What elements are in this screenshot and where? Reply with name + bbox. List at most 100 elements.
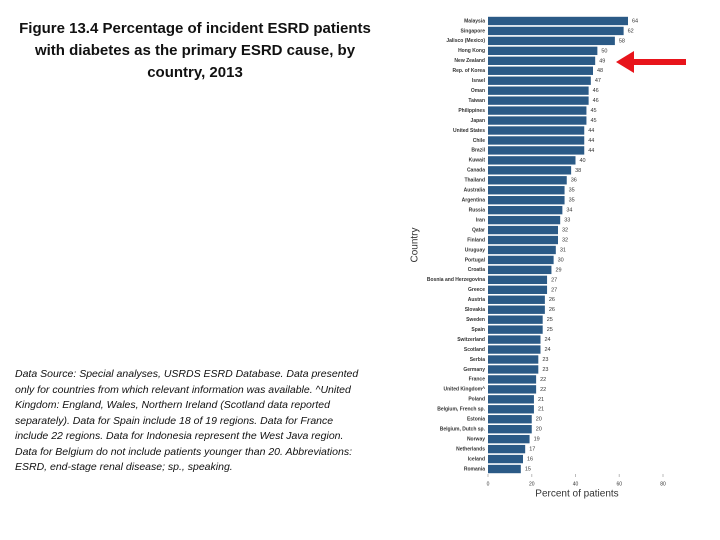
bar	[488, 365, 539, 374]
bar	[488, 16, 628, 26]
data-label: 45	[590, 108, 596, 114]
data-label: 22	[540, 387, 546, 393]
y-tick-label: Oman	[471, 88, 485, 94]
data-label: 26	[549, 297, 555, 303]
bar	[488, 46, 598, 56]
bar	[488, 265, 552, 275]
data-label: 32	[562, 228, 568, 234]
x-tick-label: 20	[529, 481, 535, 487]
bar	[488, 26, 624, 36]
y-tick-label: Brazil	[471, 148, 485, 154]
y-tick-label: Belgium, French sp.	[437, 407, 485, 413]
data-label: 58	[619, 38, 625, 44]
bar	[488, 405, 534, 414]
bar	[488, 176, 567, 185]
y-tick-label: Qatar	[472, 227, 485, 233]
y-tick-label: Chile	[473, 138, 485, 144]
data-label: 35	[569, 188, 575, 194]
bar	[488, 136, 585, 145]
y-tick-label: Croatia	[468, 267, 485, 273]
data-label: 25	[547, 317, 553, 323]
bar	[488, 96, 589, 105]
x-tick-label: 60	[616, 481, 622, 487]
bar	[488, 395, 534, 404]
y-tick-label: Hong Kong	[458, 48, 485, 54]
data-label: 16	[527, 457, 533, 463]
bar	[488, 86, 589, 95]
y-tick-label: Norway	[467, 436, 485, 442]
data-label: 29	[555, 267, 561, 273]
y-tick-label: Philippines	[458, 108, 485, 114]
bar	[488, 275, 548, 285]
bar	[488, 335, 541, 344]
data-label: 44	[588, 138, 594, 144]
y-tick-label: Malaysia	[464, 18, 485, 24]
bar	[488, 106, 587, 115]
x-tick-label: 40	[573, 481, 579, 487]
y-tick-label: Greece	[468, 287, 485, 293]
y-tick-label: Thailand	[464, 178, 485, 184]
y-tick-label: Bosnia and Herzegovina	[427, 277, 485, 283]
y-tick-label: United Kingdom^	[443, 387, 485, 393]
y-tick-label: France	[469, 377, 486, 383]
y-tick-label: Scotland	[464, 347, 485, 353]
bar	[488, 56, 596, 65]
y-tick-label: Sweden	[466, 317, 485, 323]
data-label: 62	[628, 28, 634, 34]
y-tick-label: Singapore	[461, 28, 486, 34]
bar	[488, 186, 565, 195]
data-label: 36	[571, 178, 577, 184]
y-tick-label: New Zealand	[454, 58, 485, 64]
bar	[488, 415, 532, 424]
y-tick-label: Iran	[476, 217, 485, 223]
bar	[488, 76, 591, 85]
y-tick-label: Spain	[471, 327, 485, 333]
data-label: 30	[558, 257, 564, 263]
data-label: 19	[534, 437, 540, 443]
bar	[488, 285, 548, 294]
data-label: 20	[536, 427, 542, 433]
y-tick-label: Austria	[468, 297, 485, 303]
data-label: 32	[562, 237, 568, 243]
y-tick-label: Argentina	[462, 198, 486, 204]
y-axis-title: Country	[410, 227, 421, 262]
data-label: 21	[538, 397, 544, 403]
y-tick-label: Kuwait	[469, 158, 486, 164]
data-label: 40	[580, 158, 586, 164]
bar	[488, 295, 545, 304]
y-tick-label: Iceland	[468, 456, 485, 462]
x-tick-label: 80	[660, 481, 666, 487]
y-tick-label: Belgium, Dutch sp.	[440, 427, 486, 433]
arrow	[616, 51, 686, 73]
data-label: 44	[588, 148, 594, 154]
data-label: 15	[525, 466, 531, 472]
data-label: 31	[560, 247, 566, 253]
bar	[488, 156, 576, 165]
bar	[488, 146, 585, 155]
data-label: 24	[545, 347, 551, 353]
bar	[488, 215, 561, 225]
y-tick-label: Netherlands	[456, 446, 485, 452]
data-label: 27	[551, 287, 557, 293]
data-label: 44	[588, 128, 594, 134]
y-tick-label: Australia	[464, 188, 486, 194]
bar	[488, 36, 615, 46]
bar	[488, 454, 523, 464]
x-axis-title: Percent of patients	[535, 489, 618, 500]
bar	[488, 205, 563, 215]
bar	[488, 66, 593, 75]
bar	[488, 225, 558, 235]
y-tick-label: Estonia	[467, 417, 485, 423]
bar	[488, 434, 530, 444]
bar	[488, 385, 537, 394]
bar	[488, 166, 572, 175]
data-label: 26	[549, 307, 555, 313]
data-label: 64	[632, 18, 638, 24]
y-tick-label: Canada	[467, 168, 485, 174]
chart-title: Figure 13.4 Percentage of incident ESRD …	[19, 20, 371, 81]
data-label: 46	[593, 98, 599, 104]
data-label: 25	[547, 327, 553, 333]
bar	[488, 464, 521, 474]
bar	[488, 315, 543, 324]
y-tick-label: Germany	[463, 367, 485, 373]
